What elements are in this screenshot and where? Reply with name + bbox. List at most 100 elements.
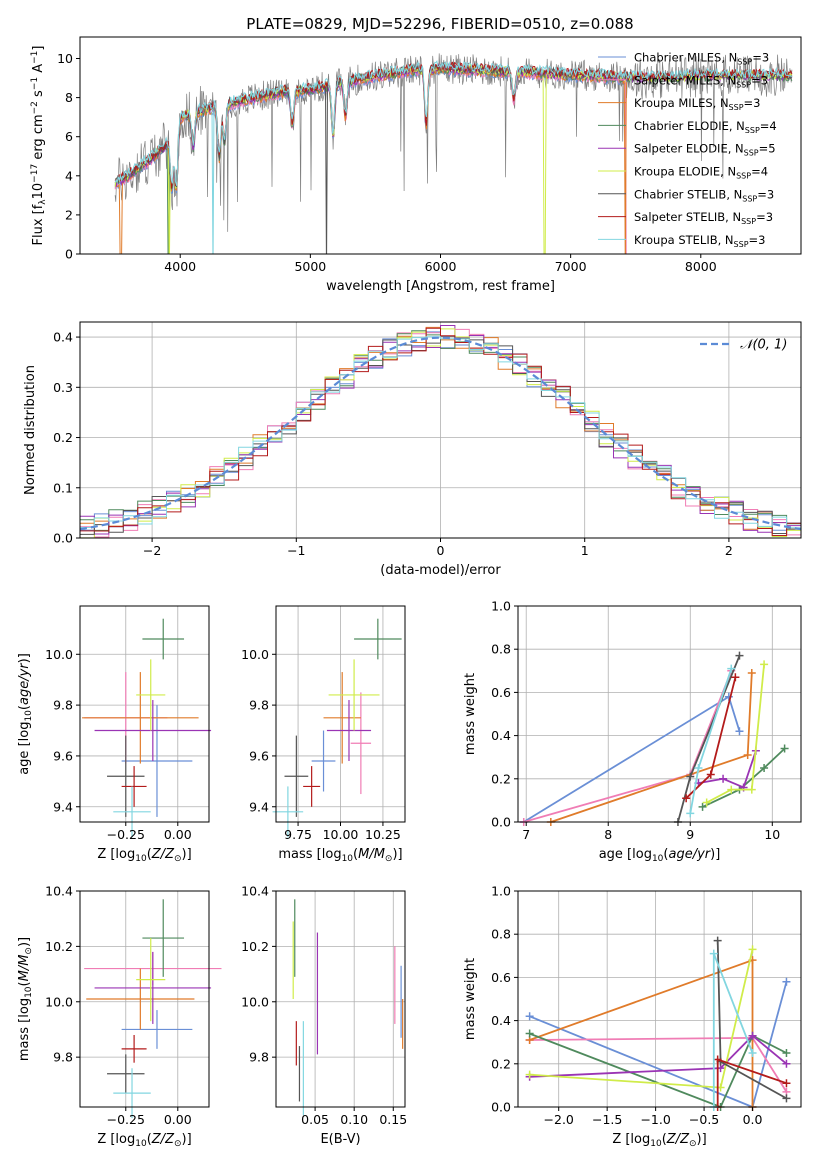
- y-tick-label: 4: [65, 168, 73, 183]
- legend-label: Kroupa STELIB, NSSP=3: [634, 233, 765, 249]
- weight-marker: [760, 764, 769, 772]
- xlabel-part: ⊙: [385, 854, 393, 864]
- y-tick-label: 10.0: [241, 647, 269, 662]
- weight-line-kroupa-elodie: [706, 664, 765, 804]
- y-tick-label: 0.4: [491, 728, 511, 743]
- legend-sub: SSP: [729, 103, 744, 112]
- x-tick-label: 1: [581, 543, 589, 558]
- y-tick-label: 0.6: [491, 970, 511, 985]
- weight-marker: [782, 977, 791, 986]
- weight-marker: [686, 809, 695, 818]
- legend-sub: SSP: [745, 126, 760, 135]
- y-tick-label: 0.2: [491, 771, 511, 786]
- y-tick-label: 0.8: [491, 927, 511, 942]
- age_vs_mass-xlabel: mass [log10(M/M⊙)]: [278, 847, 402, 864]
- weight-marker: [748, 1031, 757, 1040]
- x-tick-label: 4000: [164, 259, 196, 274]
- ylabel-part: −1: [30, 51, 40, 64]
- x-tick-label: 0: [437, 543, 445, 558]
- weight-marker: [735, 651, 744, 660]
- weight-marker: [724, 692, 733, 701]
- model-line-kroupa-miles: [114, 65, 627, 254]
- legend-sub: SSP: [744, 149, 759, 158]
- weight-marker: [760, 660, 769, 669]
- weight-marker: [782, 1049, 791, 1057]
- ylabel-part: age/yr: [17, 662, 32, 705]
- legend-sub: SSP: [742, 194, 757, 203]
- xlabel-part: Z [log: [97, 847, 135, 862]
- y-tick-label: 0.6: [491, 685, 511, 700]
- legend-label: Kroupa ELODIE, NSSP=4: [634, 165, 768, 181]
- mass_vs_Z-points: [84, 899, 222, 1119]
- ylabel-part: )]: [17, 937, 32, 947]
- axes-frame: [517, 605, 802, 823]
- y-tick-label: 6: [65, 129, 73, 144]
- age_vs_mass-axes: [276, 606, 405, 822]
- xlabel-part: )]: [392, 847, 402, 862]
- xlabel-part: ⊙: [689, 1139, 697, 1149]
- age_vs_mass-frame: 9.75 10.00 10.25 9.4 9.6 9.8 10.0: [241, 605, 406, 842]
- x-tick-label: 0.05: [301, 1112, 329, 1127]
- weights_vs_Z-series: [525, 936, 791, 1111]
- x-tick-label: −2: [143, 543, 161, 558]
- weight-marker: [782, 1079, 791, 1088]
- weight-marker: [782, 1094, 791, 1103]
- y-tick-label: 9.8: [53, 698, 73, 713]
- xlabel-part: age/yr: [668, 847, 711, 862]
- weight-marker: [727, 664, 736, 673]
- ylabel-part: age [log: [17, 722, 32, 775]
- x-tick-label: 7: [522, 827, 530, 842]
- weight-marker: [719, 774, 728, 783]
- y-tick-label: 0.0: [491, 815, 511, 830]
- spectrum-lines: [114, 53, 793, 254]
- weight-marker: [525, 1012, 534, 1021]
- ylabel-part: A: [31, 64, 46, 77]
- weights_vs_age-xlabel: age [log10(age/yr)]: [599, 847, 721, 864]
- x-tick-label: 0.0: [743, 1112, 763, 1127]
- y-tick-label: 0.0: [53, 531, 73, 546]
- legend-name: Chabrier MILES, N: [634, 51, 737, 65]
- age_vs_mass-points: [272, 618, 402, 838]
- weight-marker: [709, 949, 718, 958]
- weights_vs_Z-frame: −2.0 −1.5 −1.0 −0.5 0.0 0.0 0.2 0.4 0.6 0.8 1.0: [491, 884, 802, 1127]
- weight-line-salpeter-elodie: [529, 1034, 788, 1078]
- mass_vs_EBV-frame: 0.05 0.10 0.15 9.8 10.0 10.2 10.4: [241, 884, 407, 1128]
- legend-name: Chabrier STELIB, N: [634, 187, 742, 201]
- legend-name: Kroupa STELIB, N: [634, 233, 734, 247]
- xlabel-part: (: [147, 847, 152, 862]
- model-line-salpeter-miles: [114, 65, 627, 254]
- x-tick-label: −1.0: [640, 1112, 670, 1127]
- xlabel-part: Z/Z: [666, 1132, 690, 1147]
- model-line-salpeter-stelib: [114, 61, 793, 189]
- y-tick-label: 0: [65, 247, 73, 262]
- axes-frame: [275, 890, 406, 1108]
- y-tick-label: 1.0: [491, 884, 511, 899]
- x-tick-label: 5000: [294, 259, 326, 274]
- xlabel-part: )]: [697, 1132, 707, 1147]
- weight-marker: [525, 1029, 534, 1038]
- xlabel-part: 10: [135, 1139, 147, 1149]
- weight-marker: [702, 798, 711, 807]
- residual-hist-kroupa-stelib: [80, 336, 801, 538]
- x-tick-label: 10.00: [323, 827, 359, 842]
- x-tick-label: −1: [287, 543, 305, 558]
- weight-marker: [713, 936, 722, 945]
- y-tick-label: 10.4: [241, 884, 269, 899]
- y-tick-label: 0.8: [491, 642, 511, 657]
- x-tick-label: −0.25: [107, 1112, 145, 1127]
- x-tick-label: 0.00: [164, 1112, 192, 1127]
- weight-marker: [731, 673, 740, 682]
- xlabel-part: (: [353, 847, 358, 862]
- weight-marker: [694, 764, 703, 772]
- axes-frame: [517, 890, 802, 1108]
- mass_vs_Z-ylabel: mass [log10(M/M⊙)]: [17, 937, 34, 1061]
- weights_vs_Z-xlabel: Z [log10(Z/Z⊙)]: [612, 1132, 706, 1149]
- xlabel-part: 10: [650, 1139, 662, 1149]
- residual-histograms: [80, 325, 801, 538]
- weight-marker: [748, 945, 757, 954]
- legend-label: Salpeter MILES, NSSP=3: [634, 73, 768, 89]
- weights_vs_Z-ylabel: mass weight: [463, 958, 478, 1040]
- legend-name: Chabrier ELODIE, N: [634, 119, 745, 133]
